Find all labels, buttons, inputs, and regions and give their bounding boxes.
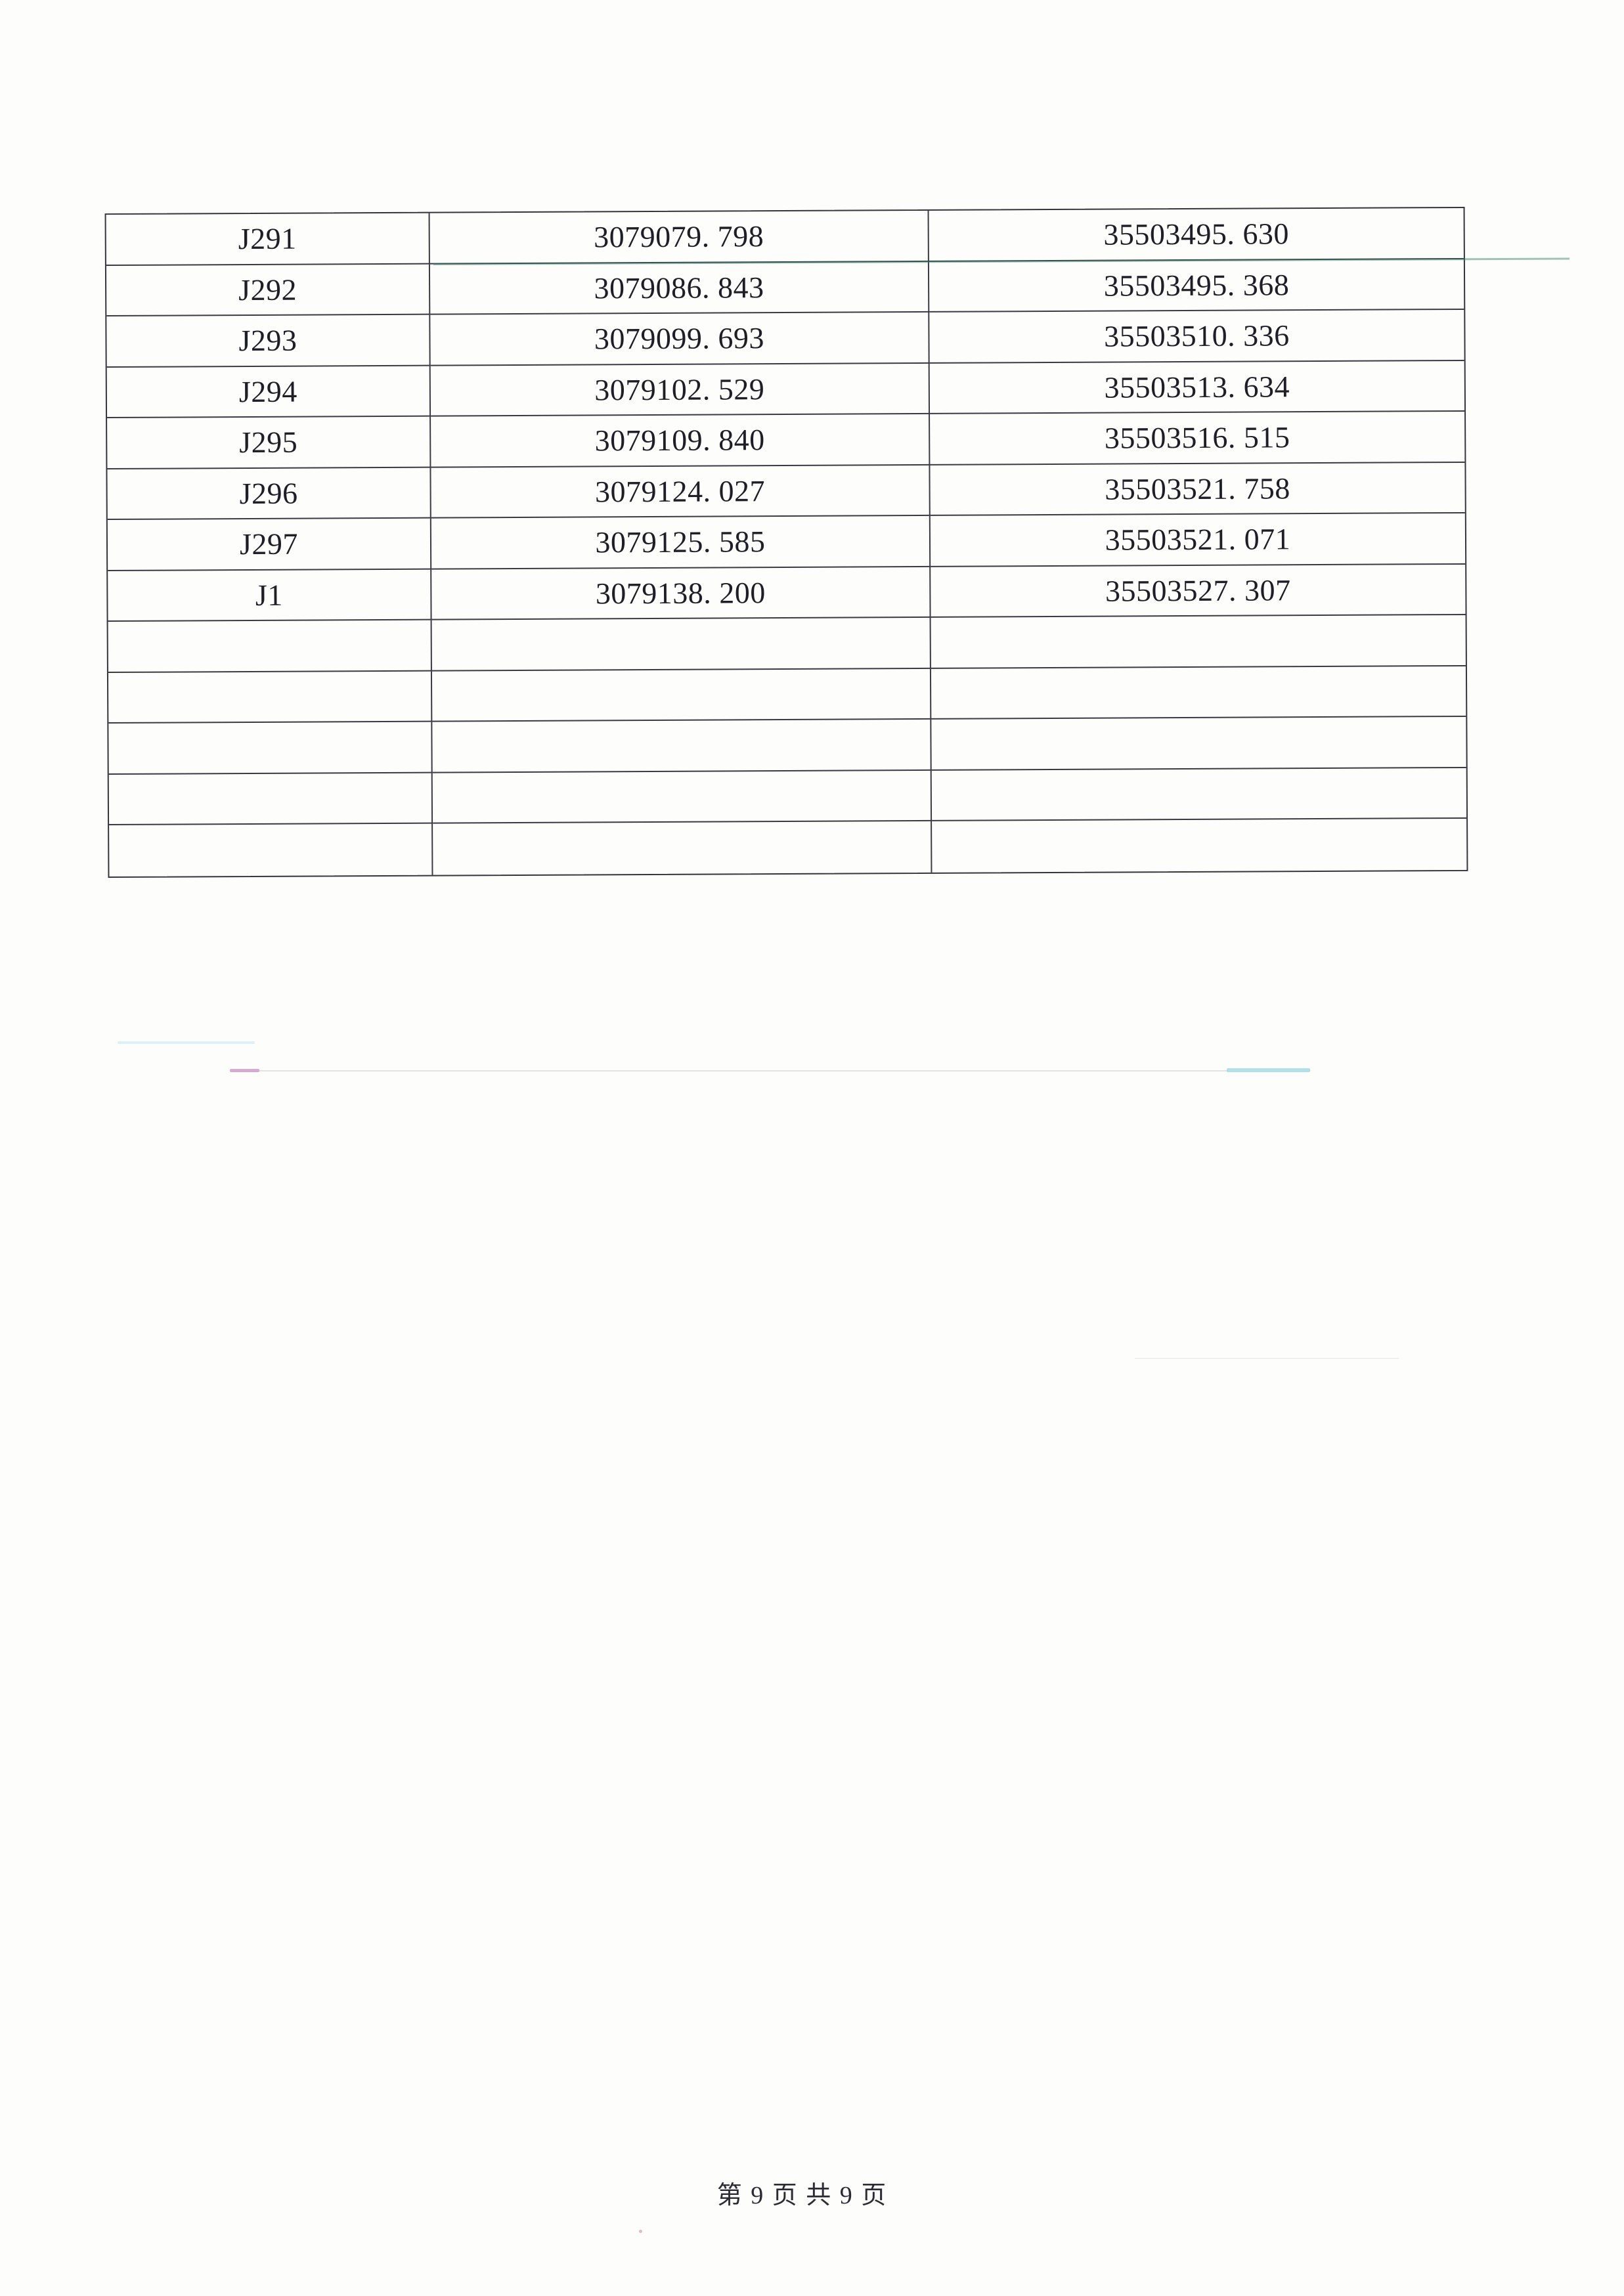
- scan-artifact-cyan-dash: [118, 1041, 255, 1044]
- coordinate-x-cell: [432, 720, 932, 773]
- point-name-cell: J291: [106, 213, 430, 266]
- scan-artifact-faint-line: [231, 1070, 1228, 1072]
- coordinate-y-cell: 35503521. 758: [930, 462, 1465, 517]
- coordinate-x-cell: 3079125. 585: [431, 516, 931, 570]
- page-footer: 第 9 页 共 9 页: [0, 2146, 1599, 2240]
- coordinate-y-cell: [932, 819, 1466, 873]
- point-name-cell: J297: [107, 518, 432, 571]
- scan-artifact-pink-tick: [230, 1069, 259, 1072]
- coordinate-x-cell: [432, 770, 933, 825]
- coordinate-x-cell: [431, 618, 931, 672]
- coordinate-y-cell: 35503521. 071: [930, 513, 1466, 567]
- point-name-cell: [108, 773, 433, 826]
- coordinate-x-cell: 3079079. 798: [429, 210, 929, 265]
- coordinate-y-cell: 35503527. 307: [931, 564, 1466, 618]
- point-name-cell: J293: [106, 314, 431, 368]
- scan-artifact-cyan-tick: [1227, 1068, 1310, 1072]
- coordinate-x-cell: 3079102. 529: [430, 363, 931, 417]
- coordinate-x-cell: 3079086. 843: [429, 261, 930, 315]
- coordinate-x-cell: 3079109. 840: [431, 414, 931, 468]
- coordinate-y-cell: [931, 666, 1466, 720]
- coordinate-y-cell: 35503495. 630: [929, 207, 1464, 262]
- point-name-cell: [108, 620, 432, 673]
- coordinate-y-cell: [931, 717, 1466, 771]
- scan-artifact-faint-line-low: [1135, 1358, 1399, 1359]
- coordinate-y-cell: 35503516. 515: [930, 412, 1465, 466]
- point-name-cell: J292: [106, 264, 431, 317]
- point-name-cell: J1: [108, 569, 432, 622]
- coordinate-y-cell: 35503495. 368: [929, 259, 1464, 313]
- coordinate-table: J291 3079079. 798 35503495. 630 J292 307…: [104, 206, 1468, 878]
- point-name-cell: [108, 722, 433, 775]
- page-number-text: 第 9 页 共 9 页: [716, 2182, 888, 2209]
- point-name-cell: [108, 671, 433, 724]
- point-name-cell: J295: [107, 416, 431, 469]
- coordinate-x-cell: 3079138. 200: [431, 567, 931, 620]
- coordinate-x-cell: 3079099. 693: [430, 312, 930, 366]
- coordinate-y-cell: 35503513. 634: [929, 360, 1465, 415]
- point-name-cell: [109, 824, 433, 877]
- point-name-cell: J294: [106, 366, 431, 419]
- coordinate-y-cell: [931, 768, 1467, 822]
- point-name-cell: J296: [107, 467, 431, 521]
- coordinate-x-cell: 3079124. 027: [431, 465, 931, 519]
- coordinate-y-cell: [931, 615, 1466, 669]
- coordinate-x-cell: [431, 668, 932, 723]
- coordinate-y-cell: 35503510. 336: [929, 310, 1464, 364]
- coordinate-table-grid: J291 3079079. 798 35503495. 630 J292 307…: [106, 207, 1467, 877]
- coordinate-x-cell: [433, 821, 933, 875]
